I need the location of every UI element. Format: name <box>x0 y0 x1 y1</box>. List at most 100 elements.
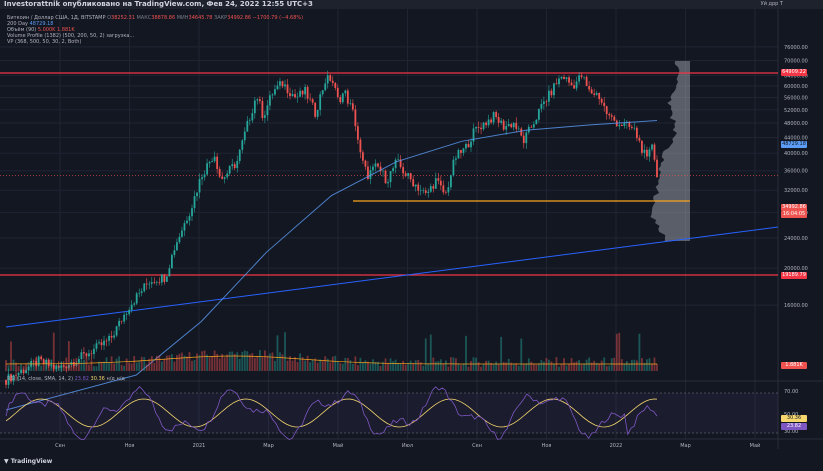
candle-body <box>600 98 603 103</box>
volume-bar <box>432 357 435 371</box>
volume-bar <box>155 355 158 371</box>
candle-body <box>620 124 623 126</box>
volume-bar <box>379 366 382 371</box>
volume-bar <box>331 356 334 371</box>
candle-body <box>633 127 636 129</box>
candle-body <box>374 163 377 167</box>
candle-body <box>555 83 558 85</box>
volume-bar <box>188 352 191 371</box>
candle-body <box>226 173 229 178</box>
volume-bar <box>20 364 22 371</box>
volume-bar <box>598 363 601 371</box>
volume-bar <box>241 351 244 371</box>
candle-body <box>314 102 317 117</box>
legend-volume-profile-line[interactable]: Volume Profile (1382) (500, 200, 50, 2) … <box>7 33 134 39</box>
volume-bar <box>628 363 631 371</box>
tradingview-logo[interactable]: ▼ TradingView <box>4 458 52 465</box>
volume-bar <box>35 357 38 371</box>
volume-bar <box>37 358 40 371</box>
y-tick-label: 24000.00 <box>784 236 808 242</box>
volume-bar <box>510 362 513 371</box>
volume-bar <box>532 363 535 371</box>
rsi-line <box>5 386 658 440</box>
candle-body <box>269 95 271 106</box>
volume-bar <box>364 360 367 371</box>
candle-body <box>158 282 161 283</box>
volume-bar <box>409 360 412 371</box>
volume-bar <box>397 362 400 371</box>
legend-volume-line[interactable]: Объём (90) 5.000K 1.881K <box>7 27 75 33</box>
volume-bar <box>261 356 264 371</box>
candle-body <box>45 360 48 364</box>
candle-body <box>42 359 45 364</box>
candle-body <box>610 115 613 117</box>
volume-bar <box>502 362 505 371</box>
candle-body <box>186 220 188 224</box>
volume-bar <box>633 359 636 371</box>
candle-body <box>641 140 643 153</box>
candle-body <box>522 135 525 144</box>
candle-body <box>507 124 510 127</box>
volume-bar <box>500 336 503 371</box>
legend-vp-line[interactable]: VP (368, 500, 50, 30, 2, Both) <box>7 39 81 45</box>
candle-body <box>656 159 658 178</box>
candle-body <box>183 223 186 231</box>
candle-body <box>279 81 281 86</box>
candle-body <box>434 178 437 189</box>
volume-scale-label: 1.881K <box>781 362 807 369</box>
candle-body <box>630 126 633 128</box>
volume-bar <box>346 358 349 371</box>
volume-bar <box>630 359 633 371</box>
candle-body <box>165 276 168 282</box>
volume-bar <box>495 361 498 371</box>
volume-bar <box>457 363 460 371</box>
candle-body <box>570 82 573 86</box>
y-tick-label: 76000.00 <box>784 45 808 51</box>
rsi-legend[interactable]: RSI (14, close, SMA, 14, 2) 23.82 30.36 … <box>7 376 125 382</box>
volume-bar <box>558 366 560 371</box>
volume-bar <box>490 362 493 371</box>
candle-body <box>271 94 274 96</box>
volume-bar <box>439 359 442 371</box>
candle-body <box>163 274 166 282</box>
volume-bar <box>605 366 608 371</box>
candle-body <box>251 113 254 121</box>
volume-bar <box>447 366 450 371</box>
candle-body <box>57 365 60 368</box>
candle-body <box>47 360 50 366</box>
candle-body <box>93 348 95 355</box>
candle-body <box>372 166 374 171</box>
volume-bar <box>45 359 48 371</box>
candle-body <box>140 291 143 293</box>
candle-body <box>155 282 158 283</box>
candle-body <box>88 353 90 357</box>
volume-bar <box>17 366 20 371</box>
volume-bar <box>309 362 312 371</box>
candle-body <box>294 94 296 98</box>
candle-body <box>231 164 234 166</box>
candle-body <box>439 180 442 186</box>
volume-bar <box>613 357 616 371</box>
volume-bar <box>412 362 415 371</box>
volume-bar <box>90 360 93 371</box>
price-chart[interactable]: 16000.0020000.0024000.0028000.0032000.00… <box>0 9 823 471</box>
volume-bar <box>615 333 618 371</box>
candle-body <box>115 326 118 336</box>
volume-bar <box>160 361 163 371</box>
volume-bar <box>133 356 136 371</box>
ma200-price-label: 48729.18 <box>781 141 807 148</box>
candle-body <box>105 340 108 342</box>
volume-bar <box>419 362 422 371</box>
candle-body <box>339 96 342 103</box>
candle-body <box>20 369 22 374</box>
volume-bar <box>548 359 550 371</box>
volume-bar <box>475 357 477 371</box>
legend-ma-line[interactable]: 200 Day 48729.18 <box>7 21 53 27</box>
symbol-name[interactable]: Биткоин / Доллар США, 1Д, BITSTAMP <box>7 15 106 21</box>
y-tick-label: 56000.00 <box>784 95 808 101</box>
volume-bar <box>150 356 153 371</box>
candle-body <box>143 283 146 292</box>
x-tick-label: 2021 <box>193 443 206 449</box>
resistance-price-label: 64909.22 <box>781 69 807 76</box>
candle-body <box>248 120 251 122</box>
